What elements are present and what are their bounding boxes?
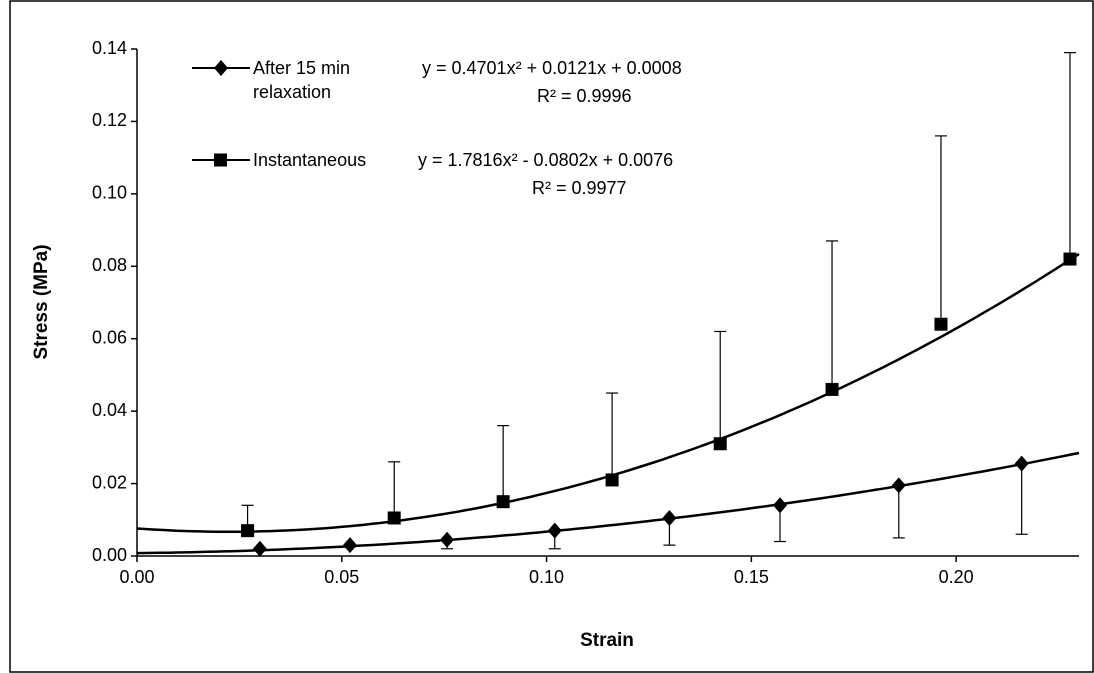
- data-point: [1014, 455, 1029, 472]
- y-tick-label: 0.06: [92, 327, 127, 347]
- y-tick-label: 0.10: [92, 183, 127, 203]
- legend-marker: [214, 153, 227, 167]
- y-tick-label: 0.04: [92, 400, 127, 420]
- legend-label: After 15 min relaxation: [253, 58, 351, 102]
- legend-marker: [214, 60, 228, 76]
- trendline-r-squared: R² = 0.9996: [537, 86, 632, 106]
- y-tick-label: 0.12: [92, 110, 127, 130]
- data-point: [934, 317, 948, 331]
- data-point: [342, 537, 357, 554]
- data-point: [241, 524, 255, 538]
- y-axis-title: Stress (MPa): [31, 244, 52, 359]
- data-point: [1063, 252, 1077, 266]
- frame: [9, 0, 1094, 673]
- y-tick-label: 0.14: [92, 38, 127, 58]
- x-tick-label: 0.10: [529, 567, 564, 587]
- legend-label: Instantaneous: [253, 150, 367, 170]
- data-point: [252, 540, 267, 557]
- data-point: [387, 511, 401, 525]
- data-point: [662, 509, 677, 526]
- y-tick-label: 0.00: [92, 545, 127, 565]
- data-point: [773, 497, 788, 514]
- data-point: [605, 473, 619, 487]
- data-point: [496, 495, 510, 509]
- y-tick-label: 0.02: [92, 472, 127, 492]
- x-axis-title: Strain: [580, 630, 634, 651]
- data-point: [825, 382, 839, 396]
- data-point: [713, 437, 727, 451]
- x-tick-label: 0.00: [119, 567, 154, 587]
- trendline-equation: y = 1.7816x² - 0.0802x + 0.0076: [418, 150, 674, 170]
- data-point: [547, 522, 562, 539]
- trendline: [136, 451, 1080, 555]
- trendline-equation: y = 0.4701x² + 0.0121x + 0.0008: [422, 58, 682, 78]
- x-tick-label: 0.20: [939, 567, 974, 587]
- y-tick-label: 0.08: [92, 255, 127, 275]
- data-point: [440, 531, 455, 548]
- x-tick-label: 0.15: [734, 567, 769, 587]
- trendline-r-squared: R² = 0.9977: [532, 178, 627, 198]
- data-point: [891, 477, 906, 494]
- x-tick-label: 0.05: [324, 567, 359, 587]
